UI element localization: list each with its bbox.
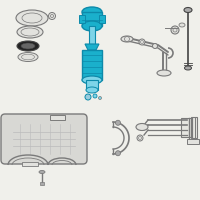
Circle shape	[115, 120, 120, 125]
Circle shape	[98, 97, 102, 99]
Ellipse shape	[86, 87, 98, 93]
Ellipse shape	[17, 41, 39, 51]
Bar	[82, 12, 102, 26]
Circle shape	[137, 135, 143, 141]
Ellipse shape	[179, 23, 185, 27]
Circle shape	[93, 94, 97, 98]
Bar	[82, 50, 102, 80]
Circle shape	[85, 94, 91, 100]
Bar	[86, 80, 98, 90]
Ellipse shape	[184, 7, 192, 12]
Circle shape	[153, 44, 158, 48]
Circle shape	[139, 39, 145, 45]
Ellipse shape	[82, 21, 102, 31]
Bar	[79, 15, 85, 23]
Ellipse shape	[17, 26, 43, 38]
Bar	[50, 115, 65, 120]
Ellipse shape	[121, 36, 133, 42]
Bar	[187, 139, 199, 144]
FancyBboxPatch shape	[1, 114, 87, 164]
Bar	[99, 15, 105, 23]
Ellipse shape	[16, 10, 48, 26]
Bar	[191, 117, 197, 138]
Circle shape	[115, 151, 120, 156]
Ellipse shape	[184, 66, 192, 70]
Bar	[89, 26, 95, 44]
Ellipse shape	[157, 70, 171, 76]
Bar	[181, 118, 191, 137]
Circle shape	[171, 26, 179, 34]
Ellipse shape	[39, 170, 45, 173]
Polygon shape	[85, 44, 99, 50]
Ellipse shape	[21, 43, 35, 49]
Circle shape	[48, 12, 56, 20]
Bar	[22, 162, 38, 166]
Ellipse shape	[136, 123, 148, 130]
Bar	[40, 182, 44, 185]
Ellipse shape	[82, 76, 102, 84]
Ellipse shape	[18, 52, 38, 62]
Ellipse shape	[82, 7, 102, 17]
